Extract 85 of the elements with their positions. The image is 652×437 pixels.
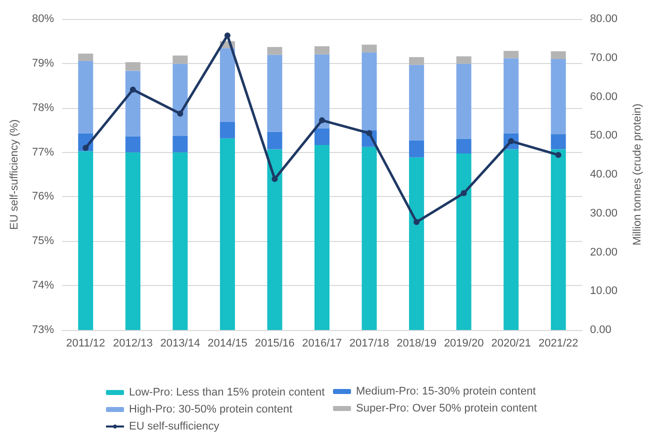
bar	[362, 52, 377, 130]
bar	[504, 149, 519, 330]
x-tick-label: 2020/21	[491, 338, 531, 350]
point	[177, 110, 184, 117]
bar	[78, 60, 94, 134]
bar	[456, 138, 472, 154]
y2-tick-label: 10.00	[590, 285, 618, 298]
bar	[456, 56, 472, 64]
bar	[220, 122, 235, 138]
bar	[314, 54, 330, 128]
x-tick-label: 2011/12	[66, 338, 106, 350]
bar	[314, 46, 330, 54]
y-axis-title: EU self-sufficiency (%)	[8, 119, 20, 230]
bar	[409, 157, 424, 330]
y2-tick-label: 40.00	[590, 168, 618, 180]
y-tick-label: 77%	[32, 146, 54, 158]
y2-tick-label: 0.00	[590, 324, 612, 336]
y2-axis-title: Million tonnes (crude protein)	[632, 104, 644, 246]
legend-label: Medium-Pro: 15-30% protein content	[356, 386, 536, 398]
x-tick-label: 2013/14	[160, 338, 200, 350]
bar	[504, 50, 519, 58]
point	[414, 219, 420, 226]
bar	[172, 56, 188, 64]
bar	[362, 146, 377, 330]
point	[319, 117, 325, 124]
y-tick-label: 78%	[32, 102, 54, 114]
bar	[220, 48, 235, 122]
bar	[125, 62, 140, 71]
bar	[172, 152, 188, 330]
bar	[456, 154, 472, 330]
legend-label: Super-Pro: Over 50% protein content	[356, 402, 537, 414]
point	[555, 152, 562, 158]
bar	[362, 44, 377, 52]
x-tick-label: 2019/20	[444, 338, 484, 350]
x-tick-label: 2015/16	[254, 338, 295, 350]
bar	[550, 51, 566, 60]
point	[82, 144, 89, 151]
x-tick-label: 2018/19	[396, 338, 436, 350]
y2-tick-label: 20.00	[590, 246, 618, 258]
bar	[550, 134, 566, 150]
y2-tick-label: 70.00	[590, 52, 618, 64]
point	[272, 176, 278, 182]
bar	[314, 128, 330, 145]
y2-tick-label: 60.00	[590, 90, 618, 103]
legend-label: Low-Pro: Less than 15% protein content	[129, 386, 325, 398]
y2-tick-label: 80.00	[590, 13, 618, 25]
y-tick-label: 73%	[32, 324, 54, 336]
bar	[504, 58, 519, 134]
y2-tick-label: 50.00	[590, 130, 618, 142]
bar	[314, 144, 330, 330]
point	[460, 190, 467, 196]
bar	[267, 132, 282, 150]
legend-label: EU self-sufficiency	[129, 420, 220, 432]
y-tick-label: 75%	[32, 235, 54, 248]
point	[366, 130, 372, 136]
bar	[267, 149, 282, 330]
bar	[125, 136, 140, 152]
y-tick-label: 80%	[32, 13, 54, 25]
bar	[172, 64, 188, 136]
point	[224, 32, 230, 38]
bar	[267, 46, 282, 55]
bar	[78, 54, 94, 61]
y-tick-label: 74%	[32, 280, 54, 292]
y2-tick-label: 30.00	[590, 207, 618, 220]
bar	[550, 149, 566, 330]
bar	[550, 59, 566, 134]
bar	[78, 151, 94, 330]
x-tick-label: 2014/15	[208, 338, 248, 350]
bar	[220, 138, 235, 330]
bar	[267, 54, 282, 132]
x-tick-label: 2016/17	[302, 338, 342, 350]
x-tick-label: 2021/22	[538, 338, 578, 350]
bar	[125, 70, 140, 136]
bar	[409, 64, 424, 140]
x-tick-label: 2017/18	[349, 338, 390, 350]
bar	[125, 152, 140, 330]
bar	[456, 64, 472, 139]
y-tick-label: 79%	[32, 57, 54, 70]
bar	[409, 140, 424, 158]
bar	[409, 57, 424, 65]
y-tick-label: 76%	[32, 190, 54, 203]
bar	[172, 136, 188, 152]
x-tick-label: 2012/13	[113, 338, 153, 350]
legend-label: High-Pro: 30-50% protein content	[129, 404, 292, 416]
point	[130, 86, 136, 93]
